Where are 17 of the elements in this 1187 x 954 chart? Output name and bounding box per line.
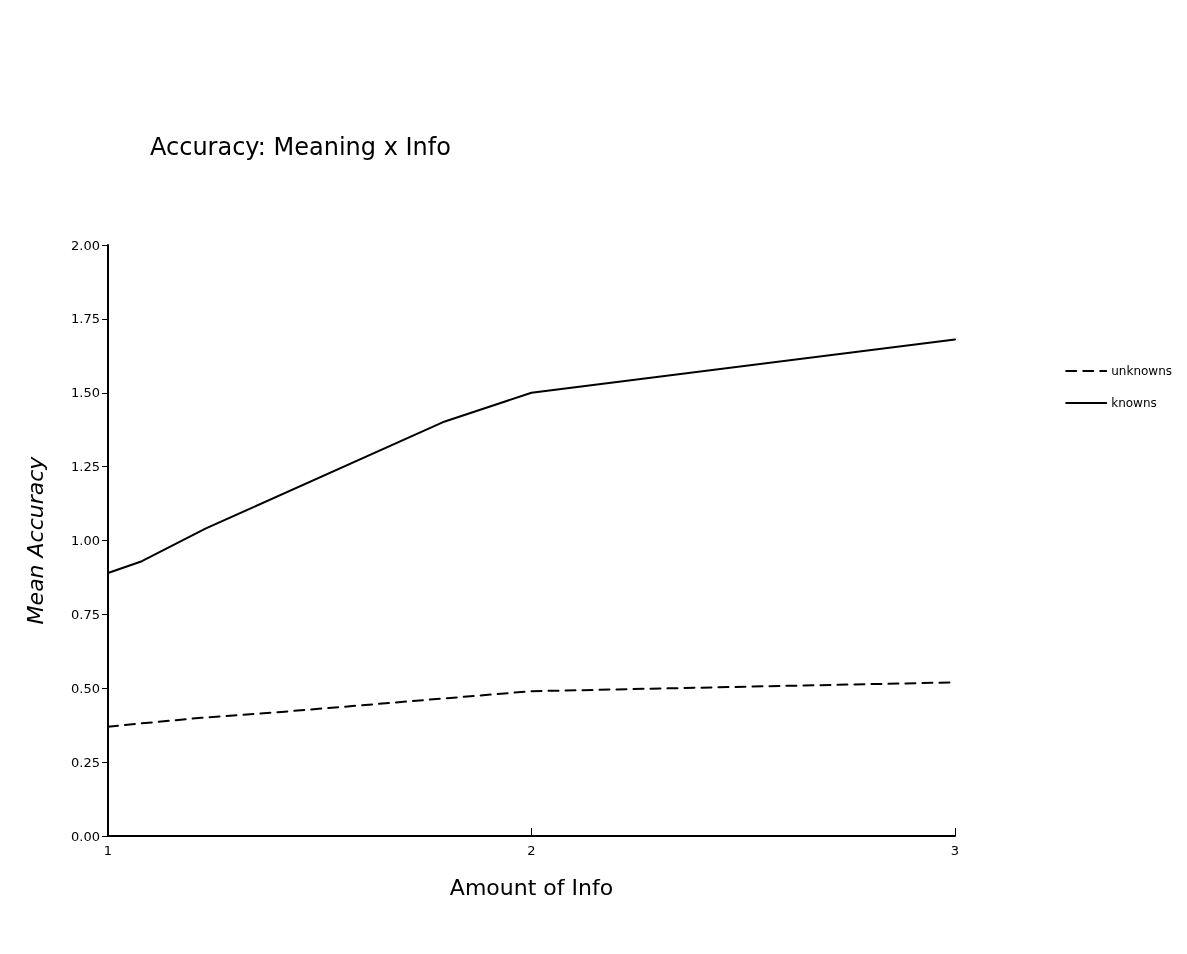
y-tick-label: 1.25 xyxy=(71,459,100,475)
y-tick-label: 2.00 xyxy=(71,237,100,253)
y-tick-label: 0.25 xyxy=(71,754,100,770)
y-axis-title: Mean Accuracy xyxy=(22,455,48,625)
y-tick-label: 0.00 xyxy=(71,828,100,844)
legend-label: knowns xyxy=(1111,396,1157,410)
chart-title: Accuracy: Meaning x Info xyxy=(150,133,451,161)
y-tick-label: 0.50 xyxy=(71,680,100,696)
x-tick-label: 2 xyxy=(527,843,536,858)
x-axis-title: Amount of Info xyxy=(449,874,614,900)
y-tick-label: 0.75 xyxy=(71,606,100,622)
x-tick-label: 1 xyxy=(103,843,113,858)
y-tick-label: 1.75 xyxy=(71,311,100,327)
y-tick-label: 1.00 xyxy=(71,533,100,548)
x-tick-label: 3 xyxy=(950,843,960,858)
legend-label: unknowns xyxy=(1111,364,1172,378)
y-tick-label: 1.50 xyxy=(71,385,100,401)
